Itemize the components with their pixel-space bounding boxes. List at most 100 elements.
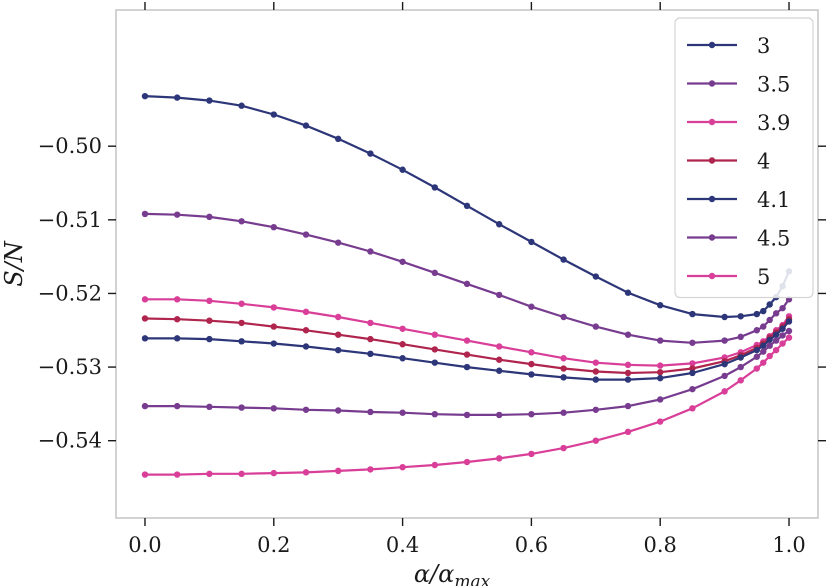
series-3-point-13: [560, 365, 567, 372]
series-6-point-1: [173, 471, 181, 478]
series-4-point-9: [431, 359, 438, 366]
series-0-point-1: [173, 94, 181, 101]
series-0-point-6: [334, 135, 342, 143]
series-2-point-1: [173, 296, 181, 303]
series-6-point-0: [141, 471, 149, 478]
series-3-point-6: [334, 331, 342, 338]
series-3-point-8: [399, 341, 406, 348]
series-5-point-16: [657, 396, 664, 403]
x-axis-label-main: α/α: [414, 560, 455, 586]
series-5-point-14: [592, 406, 600, 413]
series-2-point-6: [334, 313, 342, 321]
series-4-point-20: [753, 346, 761, 354]
series-5-point-20: [753, 353, 761, 360]
series-5-point-8: [399, 409, 406, 416]
series-4-point-17: [689, 369, 696, 377]
series-2-point-0: [141, 296, 149, 303]
series-5-point-9: [431, 410, 438, 418]
series-0-point-2: [206, 97, 213, 104]
series-6-point-24: [779, 340, 786, 347]
series-6-point-12: [528, 450, 535, 458]
series-1-point-3: [238, 218, 245, 225]
series-4-point-25: [785, 318, 793, 325]
series-0-point-22: [766, 301, 773, 308]
series-5-point-5: [302, 406, 310, 413]
series-0-point-17: [689, 310, 696, 318]
series-1-point-19: [737, 333, 744, 341]
x-tick-label-4: 0.8: [644, 533, 677, 557]
series-5-point-21: [760, 348, 767, 355]
series-5-point-23: [772, 337, 780, 344]
series-1-point-4: [270, 223, 277, 231]
series-1: [141, 210, 793, 346]
series-3-point-11: [496, 356, 503, 363]
series-4-point-22: [766, 336, 773, 344]
series-3-point-4: [270, 323, 277, 330]
series-6-point-15: [624, 428, 632, 436]
x-tick-label-5: 1.0: [772, 533, 805, 557]
legend-marker-5: [708, 234, 716, 241]
series-4-point-11: [496, 367, 503, 374]
legend-label-5: 4.5: [757, 227, 790, 251]
series-1-point-13: [560, 313, 567, 321]
series-1-point-8: [399, 258, 406, 265]
x-axis-label-subscript: max: [454, 572, 490, 586]
series-2-point-16: [657, 362, 664, 369]
series-1-point-21: [760, 323, 767, 330]
legend: 3 3.5 3.9 4 4.1 4.5 5: [674, 17, 814, 299]
series-1-point-23: [772, 310, 780, 317]
series-5-point-13: [560, 409, 567, 416]
series-3-point-15: [624, 369, 632, 377]
series-1-point-24: [779, 304, 786, 312]
plot-frame: [115, 9, 819, 519]
series-4-point-19: [737, 354, 744, 361]
series-0-point-16: [657, 302, 664, 309]
series-6-point-13: [560, 444, 567, 452]
series-4-point-1: [173, 335, 181, 342]
series-0-point-10: [463, 202, 471, 210]
series-0-point-8: [399, 166, 406, 173]
series-6-point-7: [367, 466, 374, 473]
series-2-point-5: [302, 308, 310, 316]
x-tick-label-3: 0.6: [515, 533, 548, 557]
series-3-point-10: [463, 351, 471, 358]
series-2-point-7: [367, 319, 374, 327]
series-6-point-20: [753, 365, 761, 372]
series-0-point-4: [270, 111, 277, 118]
series-0: [141, 92, 793, 321]
legend-label-0: 3: [757, 34, 770, 58]
series-5-point-11: [496, 411, 503, 419]
y-tick-label-4: −0.54: [38, 429, 102, 453]
series-4-point-4: [270, 340, 277, 347]
legend-label-1: 3.5: [757, 73, 790, 97]
legend-marker-1: [708, 80, 716, 87]
y-tick-label-3: −0.53: [38, 355, 102, 379]
series-1-point-5: [302, 231, 310, 238]
series-3-point-0: [141, 315, 149, 322]
series-1-point-6: [334, 239, 342, 246]
series-3-point-3: [238, 319, 245, 327]
legend-box: [674, 17, 814, 299]
series-4-point-16: [657, 374, 664, 382]
series-4-point-21: [760, 342, 767, 349]
series-5-point-15: [624, 402, 632, 410]
series-6-point-9: [431, 461, 438, 469]
series-5-point-10: [463, 411, 471, 419]
series-6-point-21: [760, 359, 767, 366]
series-3-point-1: [173, 316, 181, 323]
x-tick-label-2: 0.4: [386, 533, 419, 557]
series-1-point-7: [367, 248, 374, 255]
series-5-point-17: [689, 385, 696, 393]
series-1-point-22: [766, 316, 773, 324]
series-4-point-8: [399, 355, 406, 362]
y-tick-label-0: −0.50: [38, 134, 102, 158]
series-2-point-9: [431, 331, 438, 338]
series-4-point-5: [302, 343, 310, 350]
series-6-point-4: [270, 469, 277, 477]
series-2-point-11: [496, 343, 503, 350]
x-tick-label-0: 0.0: [128, 533, 161, 557]
series-6-point-22: [766, 352, 773, 360]
series-0-point-13: [560, 256, 567, 263]
series-2-point-10: [463, 337, 471, 344]
series-4-point-24: [779, 325, 786, 332]
